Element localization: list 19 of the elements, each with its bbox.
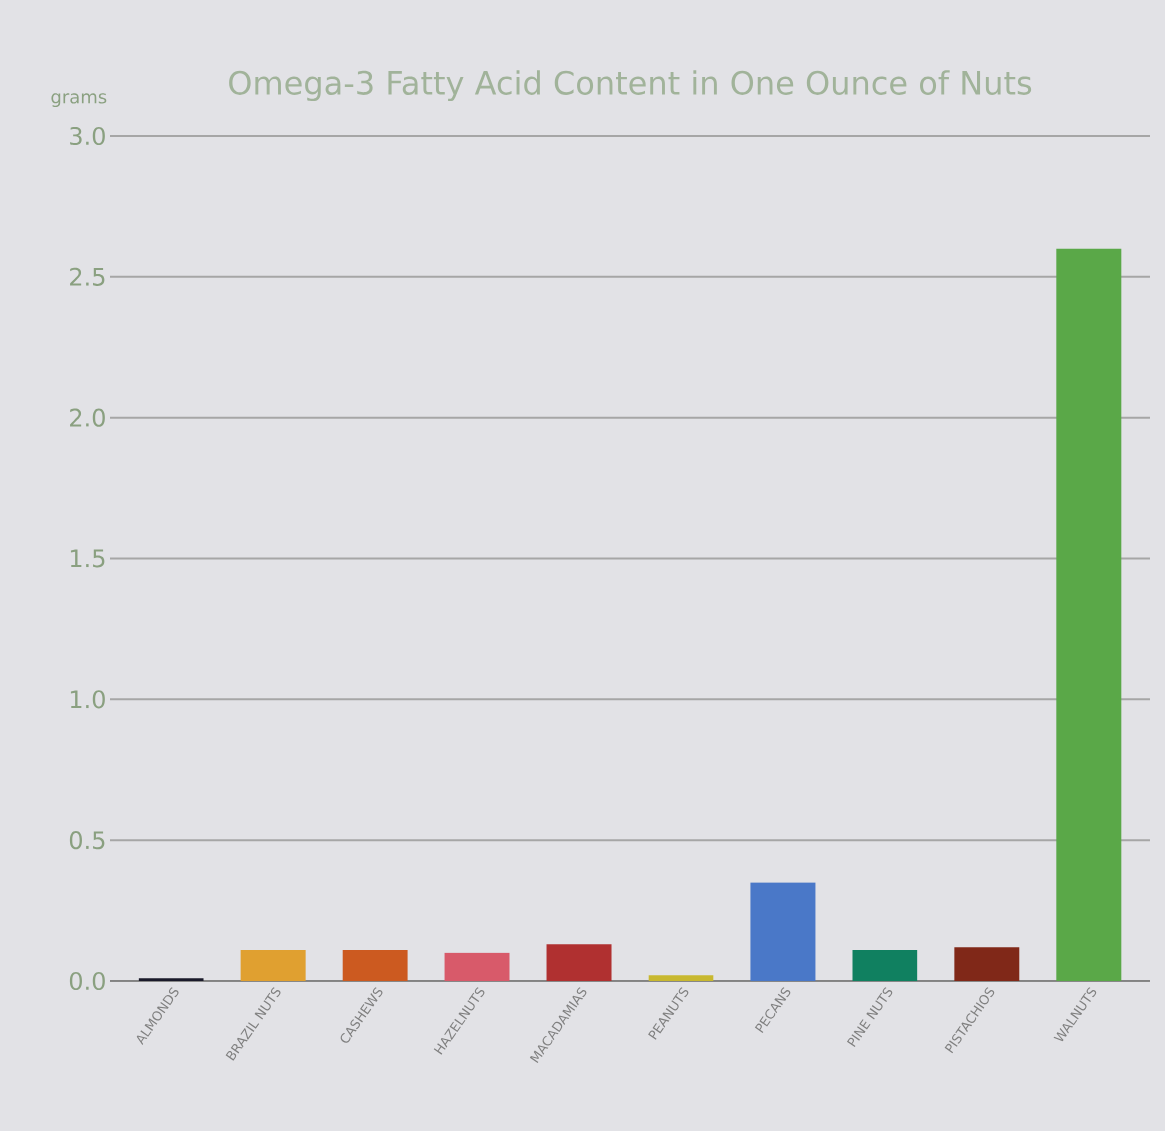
chart-title: Omega-3 Fatty Acid Content in One Ounce of Nuts [229,70,1032,102]
y-axis-title: grams [51,93,107,108]
bar [138,978,204,981]
bar [852,950,918,981]
bar [342,950,408,981]
y-tick-label: 0.5 [69,831,105,850]
y-tick-label: 2.5 [70,267,105,286]
bar [546,944,612,981]
bar [1056,248,1122,981]
bar [240,950,306,981]
bar [750,882,816,981]
y-tick-label: 3.0 [70,126,105,146]
bar [954,947,1020,981]
y-tick-label: 1.0 [70,690,105,709]
y-tick-label: 0.0 [69,971,105,991]
y-tick-label: 1.5 [70,549,105,568]
y-tick-label: 2.0 [70,408,105,427]
bar [648,975,714,981]
bar [444,952,510,981]
